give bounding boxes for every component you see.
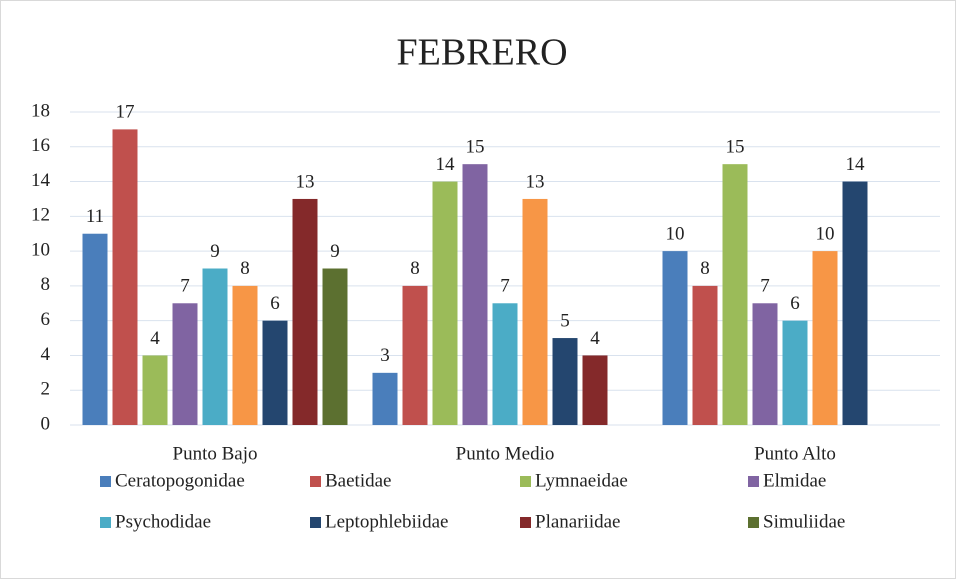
y-tick-label: 16: [31, 135, 50, 156]
legend-label: Lymnaeidae: [535, 470, 628, 491]
bar: [82, 233, 108, 425]
legend-swatch: [748, 517, 759, 528]
x-tick-label: Punto Alto: [754, 443, 836, 464]
value-label: 10: [666, 223, 685, 244]
value-label: 7: [760, 276, 770, 297]
value-label: 14: [436, 154, 456, 175]
legend-swatch: [100, 517, 111, 528]
bar: [322, 268, 348, 425]
legend-label: Psychodidae: [115, 511, 211, 532]
bar: [752, 303, 778, 425]
value-label: 4: [590, 328, 600, 349]
value-label: 4: [150, 328, 160, 349]
bar: [432, 181, 458, 425]
chart-title: FEBRERO: [396, 32, 567, 74]
value-label: 17: [116, 102, 135, 123]
value-label: 13: [296, 171, 315, 192]
bar: [662, 251, 688, 425]
value-label: 8: [410, 258, 420, 279]
value-label: 9: [210, 241, 220, 262]
legend-label: Elmidae: [763, 470, 826, 491]
value-label: 15: [726, 137, 745, 158]
legend-swatch: [520, 476, 531, 487]
value-label: 6: [270, 293, 280, 314]
value-label: 9: [330, 241, 340, 262]
bar: [722, 164, 748, 425]
value-label: 8: [700, 258, 710, 279]
value-label: 15: [466, 137, 485, 158]
legend-label: Baetidae: [325, 470, 391, 491]
bar: [522, 198, 548, 425]
bar: [492, 303, 518, 425]
value-label: 6: [790, 293, 800, 314]
value-label: 3: [380, 345, 390, 366]
value-label: 14: [846, 154, 866, 175]
x-tick-label: Punto Medio: [456, 443, 555, 464]
bar: [582, 355, 608, 425]
y-tick-label: 6: [41, 309, 51, 330]
y-tick-label: 8: [41, 274, 51, 295]
bar: [202, 268, 228, 425]
legend-label: Simuliidae: [763, 511, 845, 532]
value-label: 10: [816, 223, 835, 244]
bar: [172, 303, 198, 425]
legend-swatch: [310, 476, 321, 487]
bar: [462, 164, 488, 425]
bar: [812, 251, 838, 425]
y-tick-label: 2: [41, 379, 51, 400]
bar: [142, 355, 168, 425]
value-label: 7: [500, 276, 510, 297]
bar: [292, 198, 318, 425]
value-label: 11: [86, 206, 104, 227]
legend-swatch: [748, 476, 759, 487]
value-label: 7: [180, 276, 190, 297]
bar: [372, 372, 398, 425]
x-tick-label: Punto Bajo: [173, 443, 258, 464]
value-label: 5: [560, 310, 570, 331]
value-label: 8: [240, 258, 250, 279]
bar: [262, 320, 288, 425]
bar: [782, 320, 808, 425]
legend-label: Planariidae: [535, 511, 620, 532]
bar: [552, 338, 578, 425]
bar: [402, 285, 428, 425]
value-label: 13: [526, 171, 545, 192]
y-tick-label: 18: [31, 100, 50, 121]
bar: [112, 129, 138, 425]
legend-swatch: [310, 517, 321, 528]
y-tick-label: 0: [41, 413, 51, 434]
bar: [232, 285, 258, 425]
y-tick-label: 4: [41, 344, 51, 365]
y-tick-label: 14: [31, 170, 51, 191]
bar: [842, 181, 868, 425]
legend-label: Ceratopogonidae: [115, 470, 245, 491]
legend-swatch: [520, 517, 531, 528]
y-tick-label: 10: [31, 239, 50, 260]
legend-swatch: [100, 476, 111, 487]
y-tick-label: 12: [31, 205, 50, 226]
bar: [692, 285, 718, 425]
legend-label: Leptophlebiidae: [325, 511, 448, 532]
